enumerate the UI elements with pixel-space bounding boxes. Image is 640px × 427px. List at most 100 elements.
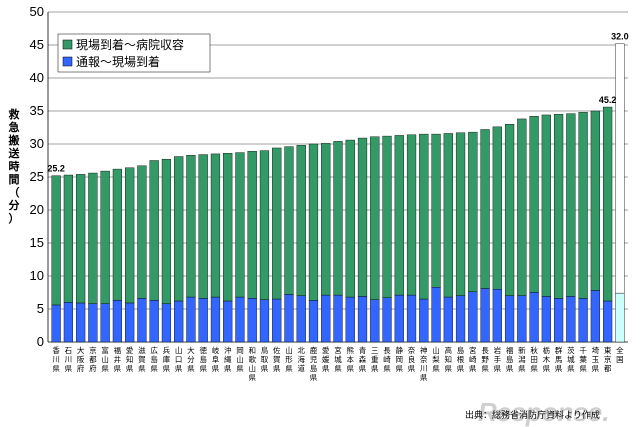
bar-segment-transport (603, 106, 613, 302)
bar-segment-transport (590, 110, 600, 291)
legend-swatch-green (62, 39, 73, 50)
bar-segment-transport (406, 134, 417, 296)
bar-segment-transport (198, 154, 208, 299)
category-label: 神奈川県 (420, 345, 428, 382)
bar-segment-dispatch (578, 298, 588, 343)
category-label: 徳島県 (199, 345, 207, 373)
bar-segment-dispatch (431, 287, 441, 343)
bar-segment-dispatch (455, 295, 466, 343)
category-label: 茨城県 (567, 345, 575, 373)
y-tick-label: 0 (37, 334, 44, 349)
bar-segment-transport (88, 172, 98, 304)
category-label: 山口県 (175, 345, 183, 373)
category-label: 佐賀県 (273, 345, 281, 373)
bar-segment-transport (100, 170, 110, 304)
bar-segment-dispatch (210, 296, 221, 343)
bar-segment-transport (370, 136, 380, 300)
y-tick-label: 10 (30, 268, 44, 283)
y-tick-label: 40 (30, 70, 44, 85)
bar-segment-transport (296, 145, 306, 297)
bar-segment-dispatch (51, 304, 61, 343)
category-label: 三重県 (371, 346, 379, 373)
bar-segment-transport (615, 43, 625, 294)
category-label: 福井県 (114, 346, 122, 373)
category-label: 愛知県 (126, 345, 134, 373)
bar-segment-transport (443, 133, 453, 298)
data-label: 45.2 (599, 95, 617, 105)
data-labels: 25.2 45.2 32.0 (47, 32, 628, 174)
category-labels: 香川県石川県大阪府京都府富山県福井県愛知県滋賀県広島県兵庫県山口県大分県徳島県岐… (52, 345, 624, 382)
category-label: 埼玉県 (592, 345, 600, 373)
category-label: 福島県 (506, 346, 514, 373)
bar-segment-dispatch (615, 292, 625, 343)
legend-label-green: 現場到着～病院収容 (76, 37, 184, 52)
bar-segment-dispatch (186, 296, 196, 343)
y-axis-title: 救急搬送時間（分） (8, 107, 21, 225)
bar-segment-dispatch (321, 294, 331, 343)
category-label: 香川県 (52, 345, 60, 373)
category-label: 大阪府 (77, 345, 85, 373)
bar-segment-dispatch (382, 297, 392, 343)
category-label: 岩手県 (494, 345, 502, 373)
bar-segment-dispatch (137, 298, 147, 343)
category-label: 熊本県 (347, 345, 355, 373)
bar-segment-transport (578, 112, 588, 299)
bar-segment-dispatch (100, 303, 110, 343)
bar-segment-dispatch (272, 298, 282, 343)
source-note: 出典：総務省消防庁資料より作成 (465, 409, 600, 421)
legend-box (57, 33, 211, 73)
y-tick-labels: 0 5 10 15 20 25 30 35 40 45 50 (30, 4, 44, 349)
bar-segment-dispatch (284, 294, 294, 343)
bar-segment-dispatch (259, 299, 270, 343)
data-label: 32.0 (611, 32, 629, 42)
legend-label-blue: 通報～現場到着 (76, 54, 160, 69)
bar-segment-dispatch (603, 300, 613, 343)
bar-segment-transport (553, 114, 564, 299)
bar-segment-dispatch (223, 300, 233, 343)
watermark: Response. (478, 397, 610, 427)
category-label: 青森県 (359, 345, 367, 373)
bar-segment-transport (504, 123, 515, 297)
bar-segment-dispatch (504, 295, 515, 343)
category-label: 山形県 (285, 345, 293, 373)
bar-segment-dispatch (590, 290, 600, 343)
category-label: 奈良県 (408, 345, 416, 373)
bar-segment-transport (149, 160, 159, 301)
category-label: 全国 (616, 345, 624, 364)
bar-segment-dispatch (63, 302, 73, 343)
bar-segment-dispatch (247, 298, 257, 343)
bar-segment-transport (210, 153, 221, 298)
bar-segment-transport (235, 152, 245, 298)
bar-segment-dispatch (443, 296, 453, 343)
bar-segment-transport (357, 137, 368, 297)
bar-segment-dispatch (406, 294, 417, 343)
bar-segment-dispatch (112, 300, 123, 343)
legend-swatch-blue (62, 56, 73, 67)
bar-segment-transport (76, 174, 86, 304)
bar-segment-transport (247, 151, 257, 299)
category-label: 宮城県 (334, 345, 342, 373)
bar-segment-transport (63, 174, 73, 303)
y-tick-label: 20 (30, 202, 44, 217)
category-label: 秋田県 (530, 345, 538, 373)
bar-segment-transport (137, 165, 147, 299)
category-label: 和歌山県 (248, 346, 256, 382)
category-label: 京都府 (89, 345, 97, 373)
y-tick-label: 5 (37, 301, 44, 316)
y-tick-label: 50 (30, 4, 44, 19)
bar-segment-dispatch (198, 298, 208, 343)
bar-segment-transport (161, 158, 172, 304)
category-label: 岡山県 (236, 346, 244, 373)
category-label: 長崎県 (383, 346, 391, 373)
category-label: 兵庫県 (163, 345, 171, 373)
y-tick-label: 25 (30, 169, 44, 184)
bar-segment-dispatch (174, 300, 184, 343)
category-label: 沖縄県 (224, 345, 232, 373)
bar-segment-dispatch (125, 302, 135, 343)
bar-segment-dispatch (541, 296, 551, 343)
category-label: 山梨県 (432, 345, 440, 373)
category-label: 富山県 (101, 345, 109, 373)
bar-segment-dispatch (308, 300, 319, 343)
bar-segment-dispatch (357, 296, 368, 343)
category-label: 栃木県 (543, 345, 551, 373)
